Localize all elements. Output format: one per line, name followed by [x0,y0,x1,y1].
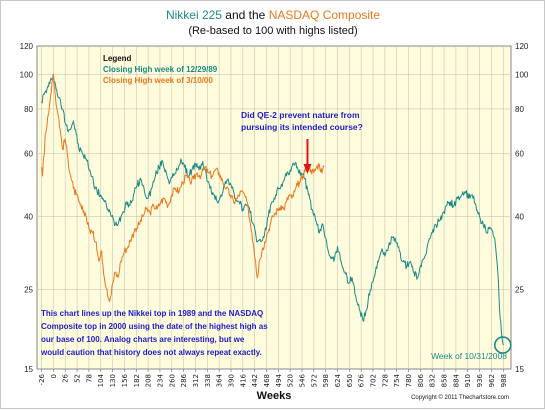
qe2-arrow [303,139,312,174]
y-tick-label-right: 40 [515,213,524,222]
qe2-question-line-2: pursuing its intended course? [241,122,363,132]
body-line-3: our base of 100. Analog charts are inter… [41,335,245,344]
x-tick-label: 754 [393,373,401,387]
y-tick-label-left: 15 [24,365,33,374]
x-axis-ticks: -26 0 26 52 78 104 130 156 182 208 234 260 286 312 338… [38,369,508,387]
x-tick-label: -26 [38,373,46,385]
y-tick-label-left: 25 [24,286,33,295]
x-tick-label: 182 [133,374,141,387]
x-tick-label: 312 [192,374,200,387]
y-tick-label-left: 60 [24,150,33,159]
arrow-head [303,164,312,174]
x-tick-label: 936 [476,373,484,387]
plot-area [36,45,512,370]
body-annotation: This chart lines up the Nikkei top in 19… [40,309,268,357]
y-tick-label-right: 25 [515,286,524,295]
x-tick-label: 338 [204,374,212,387]
title-nikkei: Nikkei 225 [166,8,222,22]
grid-lines [37,46,511,369]
x-tick-label: 260 [168,374,176,387]
x-tick-label: 208 [145,374,153,387]
series-line-nikkei [41,73,504,346]
week-label: Week of 10/31/2008 [431,351,507,361]
x-tick-label: 910 [464,374,472,387]
x-tick-label: 988 [500,374,508,387]
x-tick-label: 520 [287,374,295,387]
y-tick-label-right: 120 [515,42,529,51]
x-tick-label: 806 [417,373,425,387]
x-tick-label: 884 [452,373,460,387]
chart-subtitle: (Re-based to 100 with highs listed) [188,25,357,37]
y-tick-label-right: 15 [515,365,524,374]
x-tick-label: 416 [239,373,247,387]
series-layer [41,73,504,346]
y-axis-ticks: 15 15 25 25 40 40 60 60 80 80 100 100 120 120 [20,42,529,374]
x-tick-label: 780 [405,374,413,387]
y-tick-label-left: 80 [24,105,33,114]
qe2-question-line-1: Did QE-2 prevent nature from [241,110,360,120]
y-tick-label-left: 40 [24,213,33,222]
y-tick-label-left: 120 [20,42,34,51]
x-tick-label: 130 [109,374,117,387]
x-tick-label: 156 [121,373,129,387]
x-tick-label: 598 [322,374,330,387]
x-tick-label: 962 [488,374,496,387]
series-line-nasdaq [41,73,325,303]
highlight-circle [494,336,512,354]
x-tick-label: 234 [156,373,164,387]
x-tick-label: 0 [50,374,58,378]
x-tick-label: 52 [74,374,82,383]
x-tick-label: 624 [334,373,342,387]
x-tick-label: 286 [180,373,188,387]
x-tick-label: 104 [97,373,105,387]
x-tick-label: 546 [299,373,307,387]
body-line-2: Composite top in 2000 using the date of … [41,322,268,331]
legend-entry-nikkei: Closing High week of 12/29/89 [103,65,218,74]
x-tick-label: 702 [370,374,378,387]
copyright: Copyright © 2011 Thechartstore.com [411,394,509,401]
x-tick-label: 832 [429,374,437,387]
x-tick-label: 390 [227,374,235,387]
chart-title: Nikkei 225 and the NASDAQ Composite [166,8,380,22]
x-tick-label: 468 [263,374,271,387]
x-tick-label: 26 [62,373,70,382]
week-circle [494,336,512,354]
y-tick-label-right: 80 [515,105,524,114]
x-tick-label: 650 [346,374,354,387]
x-tick-label: 728 [381,374,389,387]
x-tick-label: 78 [85,374,93,383]
title-nasdaq: NASDAQ Composite [269,8,381,22]
legend-entry-nasdaq: Closing High week of 3/10/00 [103,76,213,85]
body-line-1: This chart lines up the Nikkei top in 19… [41,309,263,318]
body-line-4: would caution that history does not alwa… [40,348,262,357]
x-tick-label: 494 [275,373,283,387]
x-tick-label: 572 [310,374,318,387]
x-tick-label: 858 [441,374,449,387]
x-tick-label: 676 [358,373,366,387]
y-tick-label-right: 60 [515,150,524,159]
legend: Legend Closing High week of 12/29/89 Clo… [103,54,218,85]
y-tick-label-right: 100 [515,70,529,79]
x-tick-label: 364 [216,373,224,387]
x-axis-label: Weeks [257,390,292,402]
qe2-annotation: Did QE-2 prevent nature from pursuing it… [241,110,363,132]
y-tick-label-left: 100 [20,70,34,79]
title-and: and the [222,8,269,22]
x-tick-label: 442 [251,374,259,387]
legend-title: Legend [103,54,132,63]
